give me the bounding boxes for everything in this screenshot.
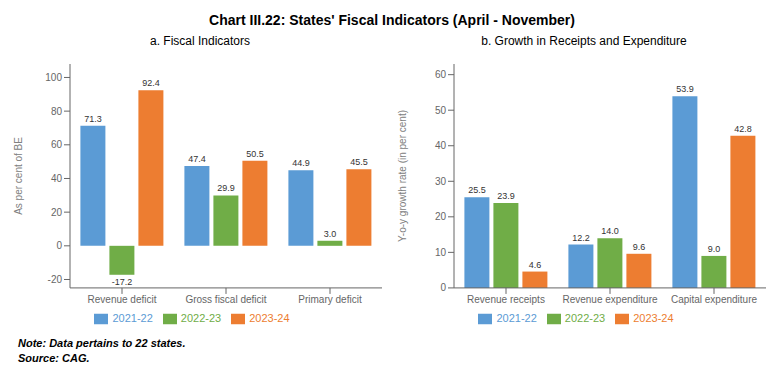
svg-text:20: 20 xyxy=(435,211,447,222)
svg-text:Y-o-y growth rate (in per cent: Y-o-y growth rate (in per cent) xyxy=(397,110,408,242)
html-text:2023-24: 2023-24 xyxy=(633,311,674,324)
svg-text:Revenue expenditure: Revenue expenditure xyxy=(562,294,658,305)
svg-text:60: 60 xyxy=(51,139,63,150)
html-text:2023-24: 2023-24 xyxy=(249,311,290,324)
svg-text:80: 80 xyxy=(51,106,63,117)
svg-text:50.5: 50.5 xyxy=(246,149,264,159)
svg-text:92.4: 92.4 xyxy=(142,78,160,88)
svg-text:45.5: 45.5 xyxy=(350,157,368,167)
html-text:2021-22: 2021-22 xyxy=(112,311,153,324)
svg-text:23.9: 23.9 xyxy=(497,191,515,201)
svg-text:Gross fiscal deficit: Gross fiscal deficit xyxy=(185,294,266,305)
svg-text:100: 100 xyxy=(45,72,62,83)
html-text:Note: Data pertains to 22 stat: Note: Data pertains to 22 states. xyxy=(18,337,186,349)
svg-text:4.6: 4.6 xyxy=(529,260,542,270)
svg-text:Capital expenditure: Capital expenditure xyxy=(671,294,758,305)
svg-text:Revenue deficit: Revenue deficit xyxy=(88,294,157,305)
svg-text:53.9: 53.9 xyxy=(676,84,694,94)
svg-text:14.0: 14.0 xyxy=(601,226,619,236)
svg-text:40: 40 xyxy=(51,173,63,184)
svg-text:44.9: 44.9 xyxy=(292,158,310,168)
svg-text:As per cent of BE: As per cent of BE xyxy=(13,137,24,215)
svg-text:Revenue receipts: Revenue receipts xyxy=(467,294,545,305)
svg-text:29.9: 29.9 xyxy=(217,183,235,193)
svg-text:60: 60 xyxy=(435,69,447,80)
svg-text:25.5: 25.5 xyxy=(468,185,486,195)
svg-text:10: 10 xyxy=(435,247,447,258)
svg-text:0: 0 xyxy=(440,282,446,293)
html-text:Chart III.22: States' Fiscal I: Chart III.22: States' Fiscal Indicators … xyxy=(209,12,575,28)
html-text:b. Growth in Receipts and Expe: b. Growth in Receipts and Expenditure xyxy=(481,34,687,48)
svg-text:42.8: 42.8 xyxy=(734,124,752,134)
svg-text:47.4: 47.4 xyxy=(188,154,206,164)
svg-text:-20: -20 xyxy=(48,274,63,285)
svg-text:Primary deficit: Primary deficit xyxy=(298,294,362,305)
svg-text:30: 30 xyxy=(435,176,447,187)
html-text:2022-23: 2022-23 xyxy=(180,311,222,324)
html-text:a. Fiscal Indicators: a. Fiscal Indicators xyxy=(150,34,250,48)
svg-text:9.6: 9.6 xyxy=(633,242,646,252)
svg-text:3.0: 3.0 xyxy=(324,229,337,239)
html-text:Source: CAG.: Source: CAG. xyxy=(18,352,90,364)
svg-text:-17.2: -17.2 xyxy=(112,277,133,287)
svg-text:50: 50 xyxy=(435,105,447,116)
svg-text:0: 0 xyxy=(56,240,62,251)
svg-text:71.3: 71.3 xyxy=(84,114,102,124)
svg-text:40: 40 xyxy=(435,140,447,151)
svg-text:20: 20 xyxy=(51,207,63,218)
html-text:2021-22: 2021-22 xyxy=(496,311,537,324)
html-text:2022-23: 2022-23 xyxy=(564,311,606,324)
svg-text:12.2: 12.2 xyxy=(572,233,590,243)
svg-text:9.0: 9.0 xyxy=(708,244,721,254)
